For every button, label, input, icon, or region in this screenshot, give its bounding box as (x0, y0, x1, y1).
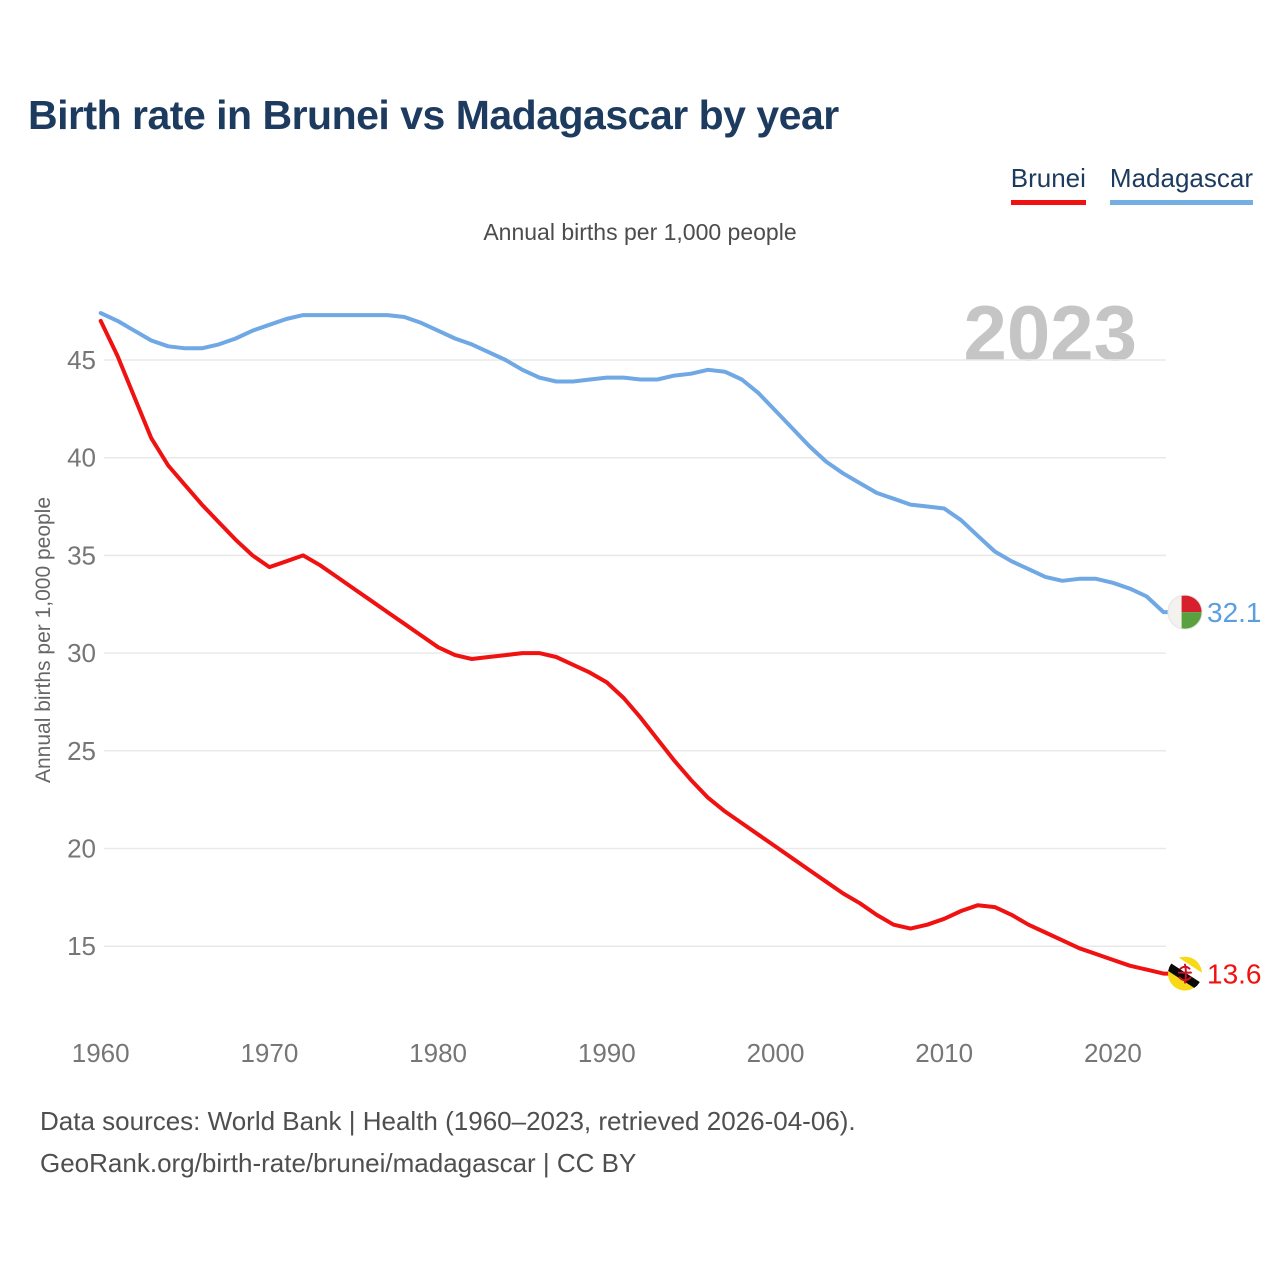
y-tick-label: 30 (67, 638, 96, 668)
footer: Data sources: World Bank | Health (1960–… (40, 1101, 856, 1184)
x-tick-label: 1970 (240, 1038, 298, 1068)
footer-url-line: GeoRank.org/birth-rate/brunei/madagascar… (40, 1147, 637, 1178)
footer-source-line: Data sources: World Bank | Health (1960–… (40, 1106, 856, 1136)
watermark-year: 2023 (963, 289, 1137, 377)
y-tick-label: 15 (67, 931, 96, 961)
y-tick-label: 20 (67, 834, 96, 864)
x-tick-label: 1960 (72, 1038, 130, 1068)
y-tick-label: 40 (67, 443, 96, 473)
madagascar-flag-icon (1167, 594, 1203, 630)
y-tick-label: 25 (67, 736, 96, 766)
brunei-line (98, 318, 1173, 976)
x-tick-label: 1990 (578, 1038, 636, 1068)
x-axis-tick-labels: 1960 1970 1980 1990 2000 2010 2020 (72, 1038, 1142, 1068)
x-tick-label: 2000 (747, 1038, 805, 1068)
legend-item-brunei[interactable]: Brunei (1010, 163, 1086, 205)
legend-item-madagascar[interactable]: Madagascar (1109, 163, 1253, 205)
y-axis-tick-labels: 15 20 25 30 35 40 45 (67, 345, 96, 961)
page-title: Birth rate in Brunei vs Madagascar by ye… (28, 92, 839, 138)
brunei-flag-icon (1168, 956, 1202, 991)
brunei-end-label: 13.6 (1207, 959, 1262, 990)
madagascar-end-label: 32.1 (1207, 597, 1262, 628)
x-tick-label: 2010 (915, 1038, 973, 1068)
x-tick-label: 2020 (1084, 1038, 1142, 1068)
gridlines (104, 359, 1166, 947)
y-tick-label: 35 (67, 540, 96, 570)
madagascar-line (98, 311, 1173, 615)
x-tick-label: 1980 (409, 1038, 467, 1068)
chart-subtitle: Annual births per 1,000 people (483, 219, 797, 245)
y-tick-label: 45 (67, 345, 96, 375)
legend: Brunei Madagascar (1010, 163, 1253, 205)
